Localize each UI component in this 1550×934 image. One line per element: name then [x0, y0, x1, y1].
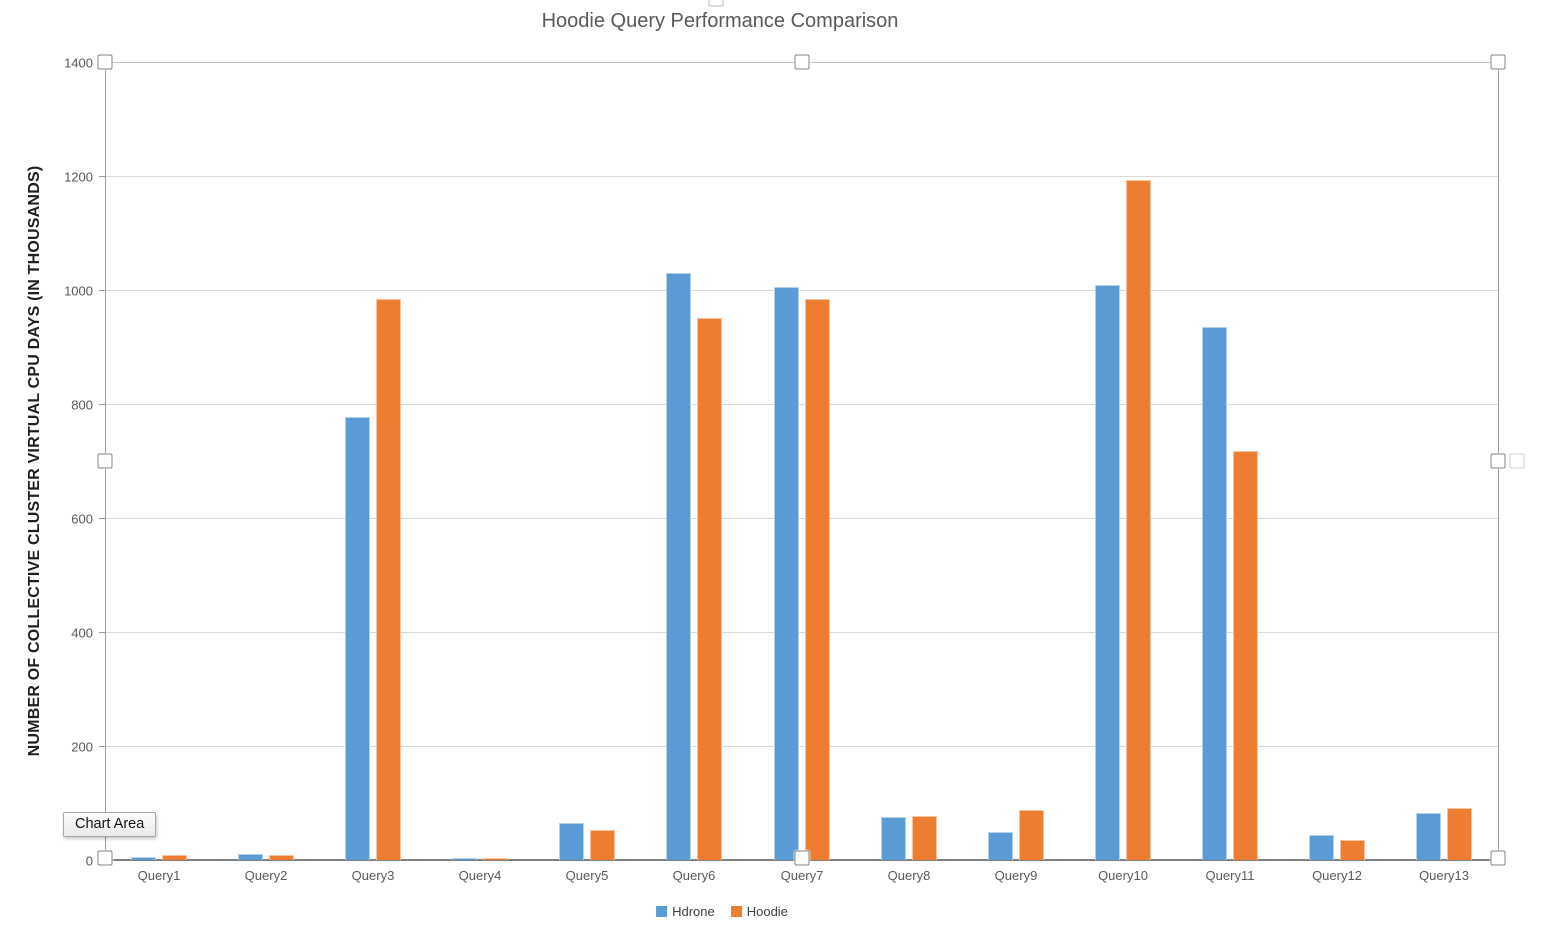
- y-tick-400: [99, 632, 105, 633]
- handle-bottom-center[interactable]: [794, 850, 810, 866]
- bar-hdrone-query11[interactable]: [1202, 327, 1227, 860]
- x-category-label-query2: Query2: [244, 868, 288, 883]
- handle-top-left[interactable]: [97, 54, 113, 70]
- bar-hoodie-query9[interactable]: [1019, 810, 1044, 860]
- y-tick-label-800: 800: [71, 397, 93, 413]
- bar-hoodie-query12[interactable]: [1340, 840, 1365, 860]
- x-category-label-query5: Query5: [565, 868, 609, 883]
- y-tick-1000: [99, 290, 105, 291]
- x-category-label-query7: Query7: [780, 868, 824, 883]
- legend-swatch-hoodie: [730, 906, 742, 917]
- bar-hoodie-query10[interactable]: [1126, 180, 1151, 860]
- handle-bottom-left[interactable]: [97, 850, 113, 866]
- bar-hoodie-query4[interactable]: [483, 858, 508, 860]
- gridline-1000: [105, 290, 1498, 291]
- bar-hoodie-query11[interactable]: [1233, 451, 1258, 860]
- y-tick-label-0: 0: [85, 853, 93, 869]
- y-tick-800: [99, 404, 105, 405]
- legend-item-hdrone[interactable]: Hdrone: [656, 904, 715, 919]
- y-tick-label-600: 600: [71, 511, 93, 527]
- x-category-label-query8: Query8: [887, 868, 931, 883]
- bar-hdrone-query2[interactable]: [238, 854, 263, 860]
- x-category-label-query1: Query1: [137, 868, 181, 883]
- x-category-label-query3: Query3: [351, 868, 395, 883]
- y-tick-label-1200: 1200: [64, 169, 93, 185]
- handle-middle-left[interactable]: [97, 453, 113, 469]
- x-category-label-query9: Query9: [994, 868, 1038, 883]
- handle-bottom-right[interactable]: [1490, 850, 1506, 866]
- handle-partial-right: [1509, 453, 1525, 469]
- y-tick-200: [99, 746, 105, 747]
- handle-top-right[interactable]: [1490, 54, 1506, 70]
- bar-hoodie-query3[interactable]: [376, 299, 401, 860]
- bar-hoodie-query7[interactable]: [805, 299, 830, 860]
- gridline-400: [105, 632, 1498, 633]
- bar-hdrone-query1[interactable]: [131, 857, 156, 860]
- gridline-200: [105, 746, 1498, 747]
- bar-hoodie-query2[interactable]: [269, 855, 294, 860]
- y-tick-label-400: 400: [71, 625, 93, 641]
- x-category-label-query11: Query11: [1205, 868, 1255, 883]
- legend-label-hoodie: Hoodie: [746, 904, 788, 919]
- bar-hdrone-query10[interactable]: [1095, 285, 1120, 860]
- bar-hdrone-query7[interactable]: [774, 287, 799, 860]
- bar-hdrone-query4[interactable]: [452, 858, 477, 860]
- chart-area-tooltip: Chart Area: [63, 812, 157, 837]
- handle-top-center[interactable]: [794, 54, 810, 70]
- legend[interactable]: Hdrone Hoodie: [656, 904, 788, 919]
- bar-hdrone-query12[interactable]: [1309, 835, 1334, 860]
- bar-hdrone-query8[interactable]: [881, 817, 906, 860]
- bar-hdrone-query6[interactable]: [666, 273, 691, 860]
- bar-hdrone-query5[interactable]: [559, 823, 584, 860]
- legend-item-hoodie[interactable]: Hoodie: [730, 904, 788, 919]
- x-category-label-query12: Query12: [1312, 868, 1362, 883]
- legend-label-hdrone: Hdrone: [672, 904, 715, 919]
- chart-title[interactable]: Hoodie Query Performance Comparison: [541, 10, 899, 32]
- y-tick-label-200: 200: [71, 739, 93, 755]
- x-category-label-query10: Query10: [1098, 868, 1148, 883]
- gridline-600: [105, 518, 1498, 519]
- bar-hdrone-query13[interactable]: [1416, 813, 1441, 860]
- bar-hoodie-query13[interactable]: [1447, 808, 1472, 860]
- handle-partial-top: [708, 0, 724, 7]
- bar-hdrone-query9[interactable]: [988, 832, 1013, 860]
- gridline-1200: [105, 176, 1498, 177]
- x-category-label-query13: Query13: [1419, 868, 1469, 883]
- y-tick-label-1400: 1400: [64, 55, 93, 71]
- bar-hoodie-query5[interactable]: [590, 830, 615, 860]
- y-tick-label-1000: 1000: [64, 283, 93, 299]
- bar-hoodie-query1[interactable]: [162, 855, 187, 860]
- gridline-800: [105, 404, 1498, 405]
- y-tick-600: [99, 518, 105, 519]
- y-axis-title[interactable]: NUMBER OF COLLECTIVE CLUSTER VIRTUAL CPU…: [26, 165, 43, 757]
- chart-area-tooltip-label: Chart Area: [75, 816, 145, 832]
- y-tick-1200: [99, 176, 105, 177]
- bar-hoodie-query6[interactable]: [697, 318, 722, 860]
- x-category-label-query4: Query4: [458, 868, 502, 883]
- bar-hoodie-query8[interactable]: [912, 816, 937, 860]
- legend-swatch-hdrone: [656, 906, 668, 917]
- x-category-label-query6: Query6: [672, 868, 716, 883]
- bar-hdrone-query3[interactable]: [345, 417, 370, 860]
- handle-middle-right[interactable]: [1490, 453, 1506, 469]
